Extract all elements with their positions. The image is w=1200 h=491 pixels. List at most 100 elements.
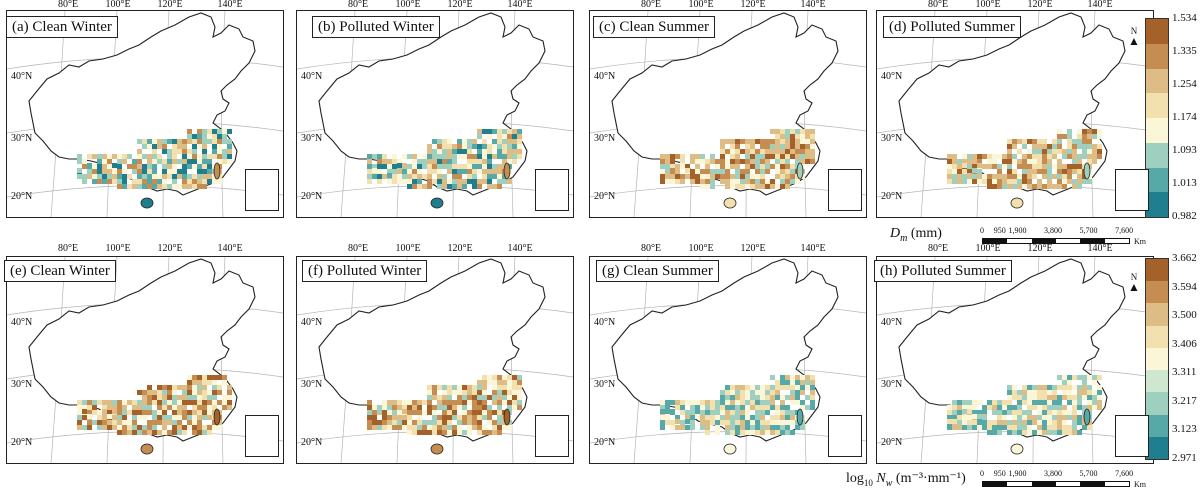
panel-title: (e) Clean Winter [4,260,116,282]
latitude-label: 20°N [594,191,616,202]
scale-bar-bottom: 0 950 1,900 3,800 5,700 7,600 Km [980,469,1146,489]
colorbar-nw-title: log10 Nw (m⁻³·mm⁻¹) [846,470,966,489]
scale-bar-label: 5,700 [1079,469,1098,478]
colorbar-segment [1146,436,1168,459]
longitude-label: 100°E [105,243,131,254]
longitude-label: 80°E [927,243,949,254]
colorbar-segment [1146,167,1168,193]
colorbar-segment [1146,303,1168,326]
colorbar-segment [1146,281,1168,304]
map-panel-b: 40°N 30°N 20°N (b) Polluted Winter 80°E 100… [290,0,574,218]
panel-title: (d) Polluted Summer [883,16,1021,38]
china-map [877,11,1153,217]
colorbar-dm [1145,18,1169,218]
scale-bar-label: 950 [993,469,1006,478]
north-arrow-icon: N ▲ [1128,26,1140,48]
latitude-label: 30°N [301,133,323,144]
china-map [7,257,283,463]
latitude-label: 40°N [301,317,323,328]
map-panel-h: 40°N 30°N 20°N (h) Polluted Summer 80°E 100… [870,243,1154,464]
colorbar-segment [1146,347,1168,371]
map-panel-a: 40°N 30°N 20°N (a) Clean Winter 80°E 100°E 1… [0,0,284,218]
colorbar-segment [1146,392,1168,415]
colorbar-dm-var: D [890,226,901,241]
map-frame: 40°N 30°N 20°N [6,256,284,464]
colorbar-tick-label: 3.217 [1172,394,1197,407]
longitude-label: 120°E [157,0,183,10]
latitude-label: 30°N [881,133,903,144]
latitude-label: 20°N [301,191,323,202]
map-panel-f: 40°N 30°N 20°N (f) Polluted Winter 80°E 100… [290,243,574,464]
longitude-label: 140°E [1087,243,1113,254]
colorbar-tick-label: 3.594 [1172,280,1197,293]
south-china-sea-inset [245,415,279,457]
longitude-label: 100°E [688,243,714,254]
colorbar-tick-label: 3.123 [1172,423,1197,436]
latitude-label: 30°N [594,379,616,390]
longitude-label: 80°E [347,243,369,254]
china-map [877,257,1153,463]
map-frame: 40°N 30°N 20°N [6,10,284,218]
colorbar-tick-label: 1.174 [1172,111,1197,123]
map-panel-g: 40°N 30°N 20°N (g) Clean Summer 80°E 100°E 1… [583,243,867,464]
colorbar-segment [1146,370,1168,393]
latitude-label: 40°N [881,71,903,82]
latitude-label: 40°N [301,71,323,82]
colorbar-segment [1146,93,1168,118]
colorbar-segment [1146,68,1168,94]
latitude-label: 30°N [11,379,33,390]
south-china-sea-inset [535,415,569,457]
map-panel-e: 40°N 30°N 20°N (e) Clean Winter 80°E 100°E 1… [0,243,284,464]
colorbar-segment [1146,19,1168,44]
panel-title: (a) Clean Winter [6,16,118,38]
longitude-label: 120°E [1027,243,1053,254]
longitude-label: 140°E [507,243,533,254]
china-map [297,257,573,463]
colorbar-segment [1146,325,1168,348]
colorbar-tick-label: 1.093 [1172,144,1197,156]
china-map [590,257,866,463]
longitude-label: 80°E [640,243,662,254]
colorbar-segment [1146,142,1168,168]
latitude-label: 30°N [301,379,323,390]
scale-bar-unit: Km [1134,480,1146,489]
longitude-label: 100°E [105,0,131,10]
longitude-label: 120°E [1027,0,1053,10]
map-frame: 40°N 30°N 20°N [876,256,1154,464]
longitude-label: 100°E [688,0,714,10]
latitude-label: 20°N [11,191,33,202]
colorbar-nw-prefix-sub: 10 [863,477,873,488]
latitude-label: 40°N [881,317,903,328]
china-map [7,11,283,217]
longitude-label: 140°E [217,0,243,10]
north-arrow-icon: N ▲ [1128,272,1140,294]
scale-bar-label: 950 [993,226,1006,235]
longitude-label: 120°E [740,0,766,10]
scale-bar [982,481,1130,487]
scale-bar-top: 0 950 1,900 3,800 5,700 7,600 Km [980,226,1146,246]
scale-bar-label: 7,600 [1115,226,1134,235]
scale-bar-label: 0 [980,469,984,478]
colorbar-tick-label: 3.406 [1172,337,1197,350]
colorbar-tick-label: 2.971 [1172,452,1197,464]
latitude-label: 20°N [881,191,903,202]
colorbar-dm-title: Dm (mm) [890,226,942,244]
scale-bar-label: 1,900 [1008,226,1027,235]
latitude-label: 30°N [11,133,33,144]
south-china-sea-inset [1115,415,1149,457]
china-map [297,11,573,217]
longitude-label: 100°E [395,0,421,10]
longitude-label: 120°E [447,0,473,10]
map-frame: 40°N 30°N 20°N [589,10,867,218]
colorbar-segment [1146,259,1168,282]
longitude-label: 120°E [157,243,183,254]
longitude-label: 140°E [217,243,243,254]
map-panel-d: 40°N 30°N 20°N (d) Polluted Summer 80°E 100… [870,0,1154,218]
panel-title: (b) Polluted Winter [312,16,440,38]
south-china-sea-inset [245,169,279,211]
longitude-label: 140°E [800,243,826,254]
colorbar-tick-label: 3.662 [1172,252,1197,264]
map-frame: 40°N 30°N 20°N [296,10,574,218]
colorbar-tick-label: 3.500 [1172,309,1197,322]
scale-bar-label: 3,800 [1044,226,1063,235]
